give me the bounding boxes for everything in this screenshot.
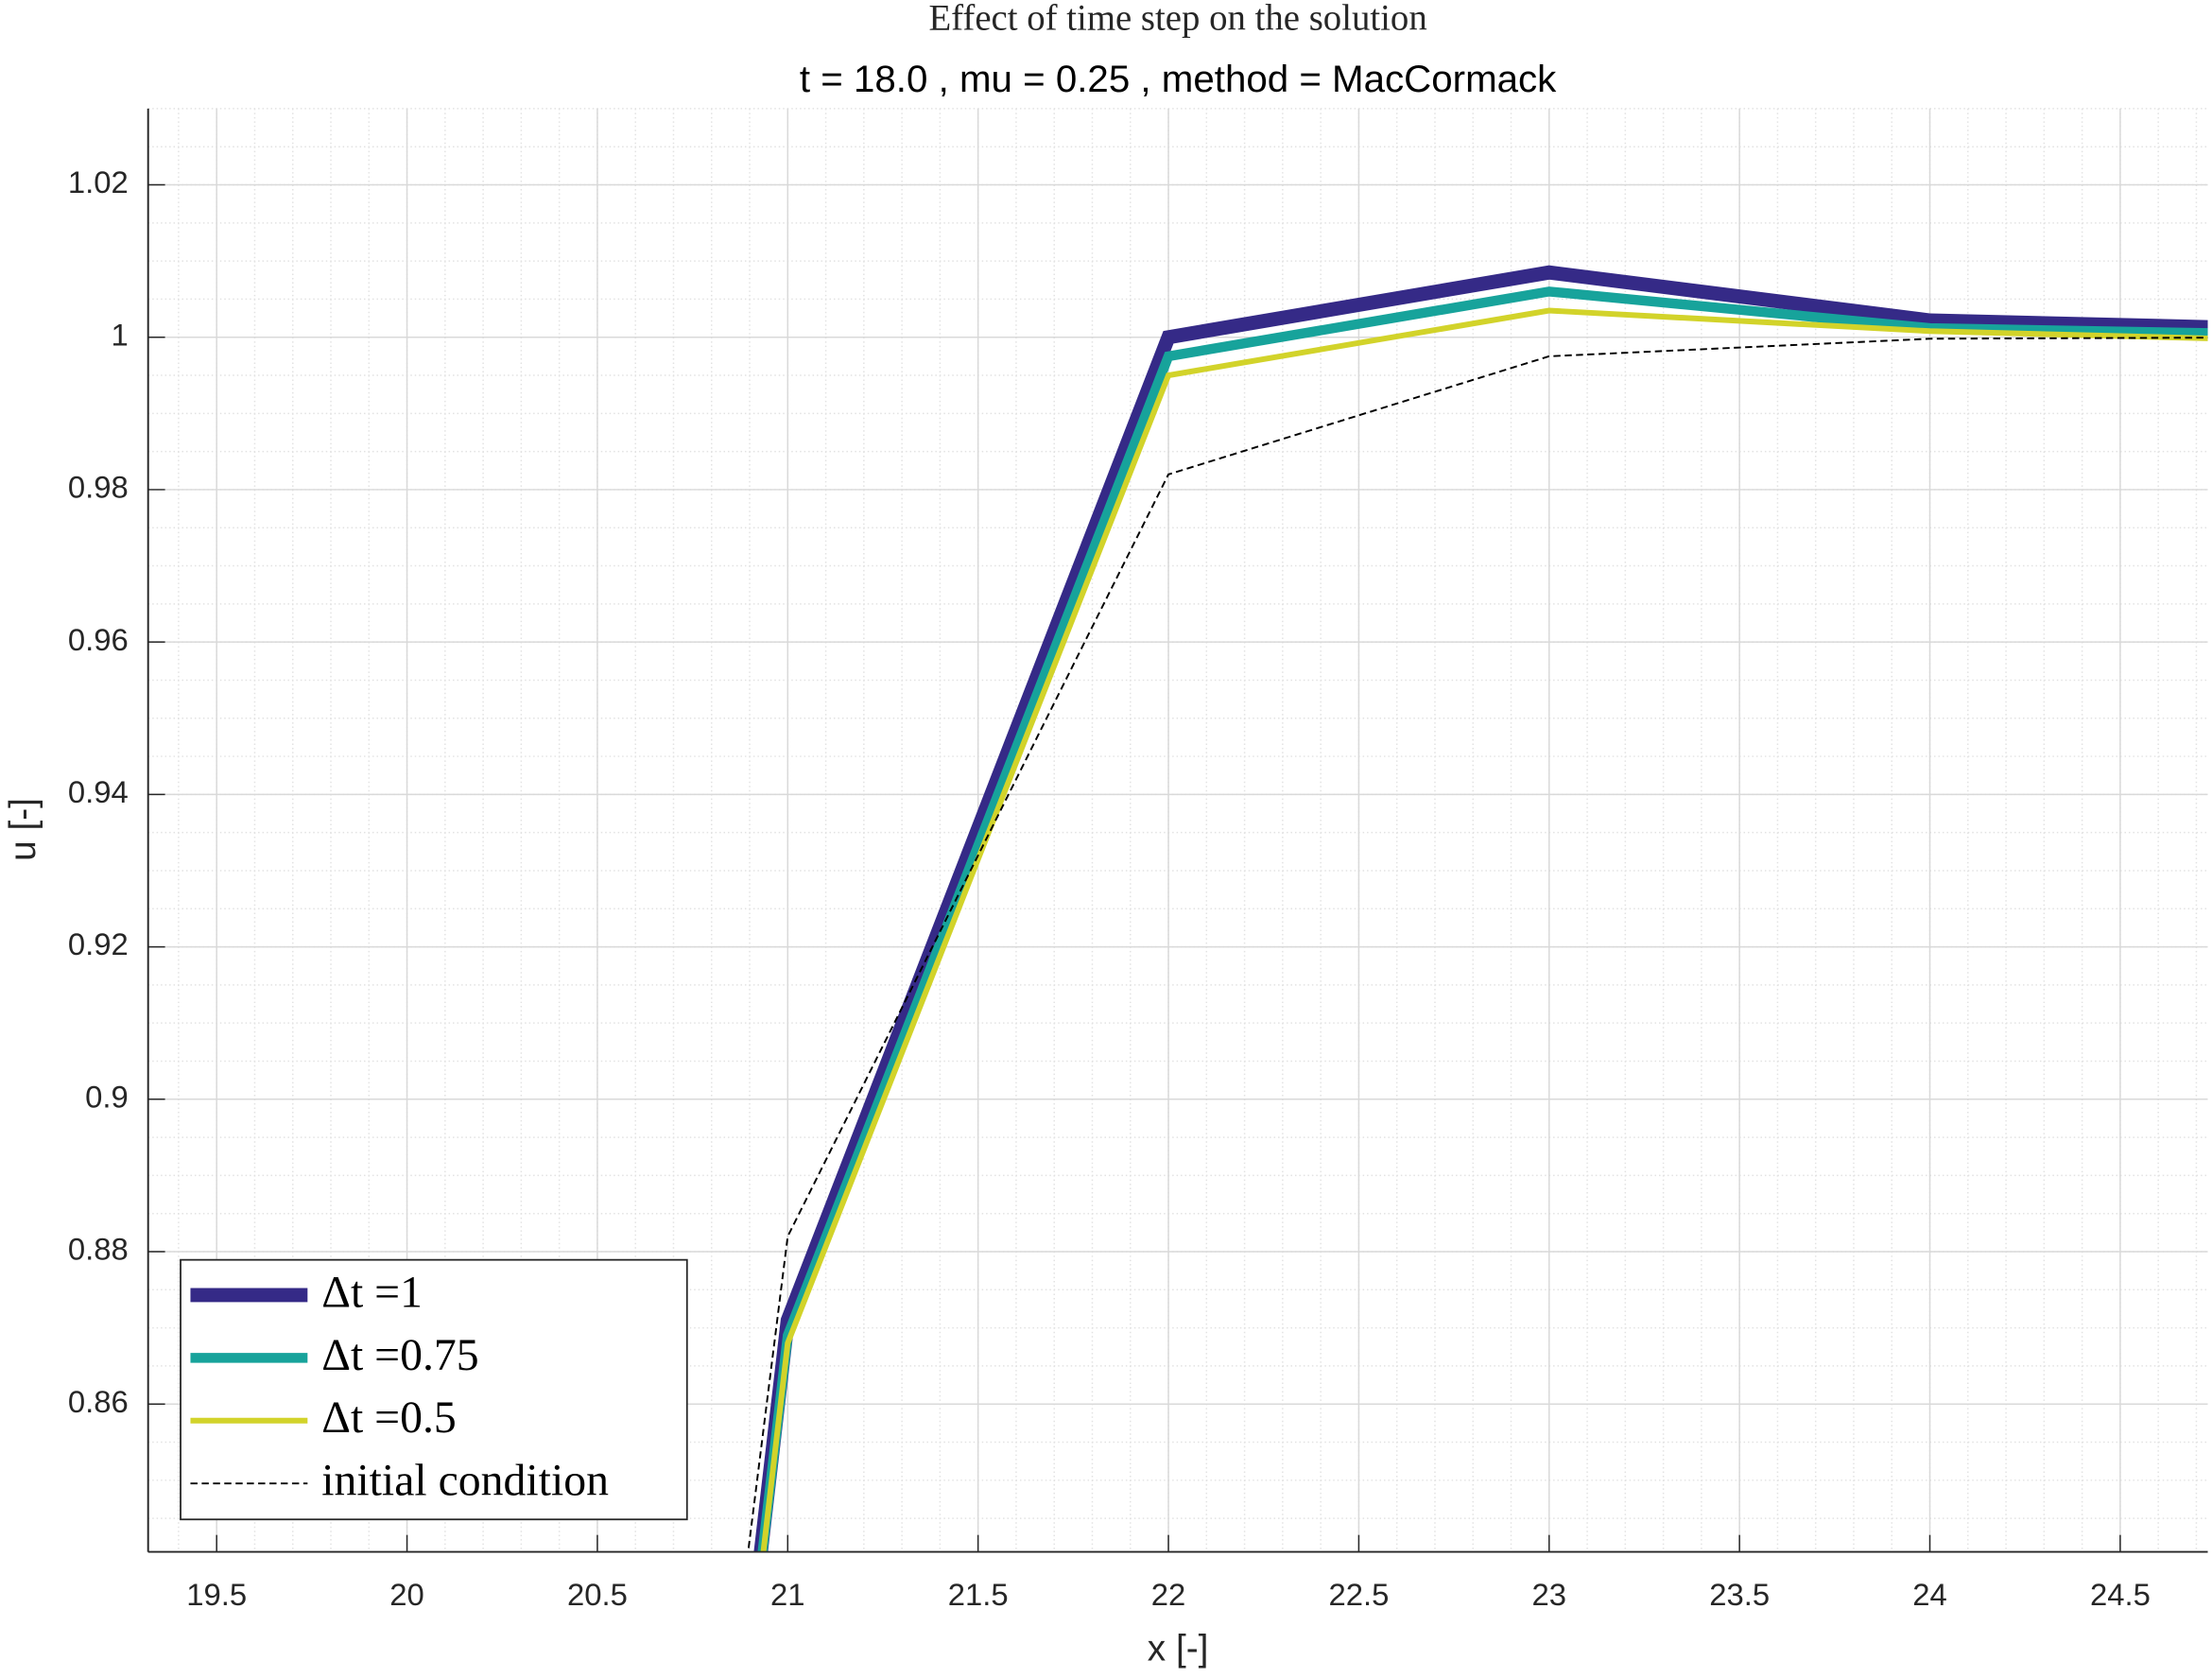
plot-area xyxy=(747,265,2208,1552)
series-line xyxy=(753,265,2208,1552)
y-tick-label: 0.94 xyxy=(68,774,129,809)
series-line xyxy=(760,307,2208,1552)
x-tick-label: 21 xyxy=(770,1577,805,1612)
x-tick-label: 22.5 xyxy=(1328,1577,1389,1612)
y-tick-label: 1.02 xyxy=(68,164,129,199)
y-tick-label: 0.86 xyxy=(68,1384,129,1419)
y-tick-label: 0.98 xyxy=(68,470,129,505)
legend-label: Δt =0.5 xyxy=(321,1393,457,1443)
x-tick-label: 20 xyxy=(389,1577,424,1612)
chart-subtitle: t = 18.0 , mu = 0.25 , method = MacCorma… xyxy=(800,58,1557,100)
x-tick-label: 20.5 xyxy=(567,1577,628,1612)
x-tick-label: 23 xyxy=(1532,1577,1567,1612)
x-tick-label: 19.5 xyxy=(186,1577,247,1612)
chart-title: Effect of time step on the solution xyxy=(928,0,1426,38)
series-line xyxy=(757,286,2208,1552)
x-tick-label: 24.5 xyxy=(2090,1577,2151,1612)
legend: Δt =1 Δt =0.75 Δt =0.5 initial condition xyxy=(180,1258,688,1521)
y-tick-label: 0.96 xyxy=(68,622,129,657)
legend-label: Δt =1 xyxy=(321,1267,423,1317)
series-line xyxy=(747,337,2208,1552)
legend-label: initial condition xyxy=(321,1456,609,1506)
x-tick-label: 23.5 xyxy=(1709,1577,1770,1612)
x-tick-label: 22 xyxy=(1151,1577,1186,1612)
legend-box xyxy=(180,1258,688,1521)
y-axis-label: u [-] xyxy=(3,798,43,861)
axes: 19.5 20 20.5 21 21.5 22 22.5 23 23.5 24 24.5 0.86 0.… xyxy=(68,108,2208,1612)
x-axis-label: x [-] xyxy=(1148,1628,1209,1669)
legend-label: Δt =0.75 xyxy=(321,1330,478,1380)
y-tick-label: 0.92 xyxy=(68,926,129,961)
y-tick-label: 0.9 xyxy=(85,1079,129,1114)
x-tick-label: 21.5 xyxy=(948,1577,1009,1612)
y-tick-label: 0.88 xyxy=(68,1232,129,1267)
x-tick-label: 24 xyxy=(1912,1577,1947,1612)
y-tick-label: 1 xyxy=(112,317,129,352)
